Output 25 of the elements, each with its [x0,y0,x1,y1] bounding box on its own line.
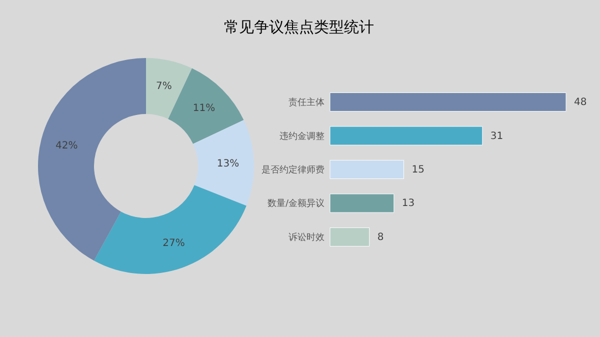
data-label: 48 [574,97,587,108]
data-label: 42% [55,140,78,152]
bar [330,227,370,247]
y-tick-label: 责任主体 [288,97,324,108]
text: 常见争议焦点类型统计 [224,18,374,36]
data-label: 7% [156,80,172,92]
data-label: 27% [162,238,185,250]
y-tick-label: 数量/金额异议 [267,198,324,210]
data-label: 31 [490,130,504,142]
data-label: 13% [216,158,240,170]
donut-slice [38,58,146,261]
data-label: 11% [192,103,216,114]
bar [330,126,483,146]
bar [330,194,394,213]
donut-slice [146,58,192,119]
y-tick-label: 违约金调整 [280,130,324,142]
y-tick-label: 是否约定律师费 [262,164,324,176]
data-label: 15 [412,164,424,176]
y-tick-label: 诉讼时效 [288,232,324,243]
donut-slice [193,120,254,206]
donut-slice [94,185,246,274]
bar [330,160,404,180]
bar [330,92,566,112]
data-label: 13 [402,198,415,210]
data-label: 8 [377,232,384,243]
